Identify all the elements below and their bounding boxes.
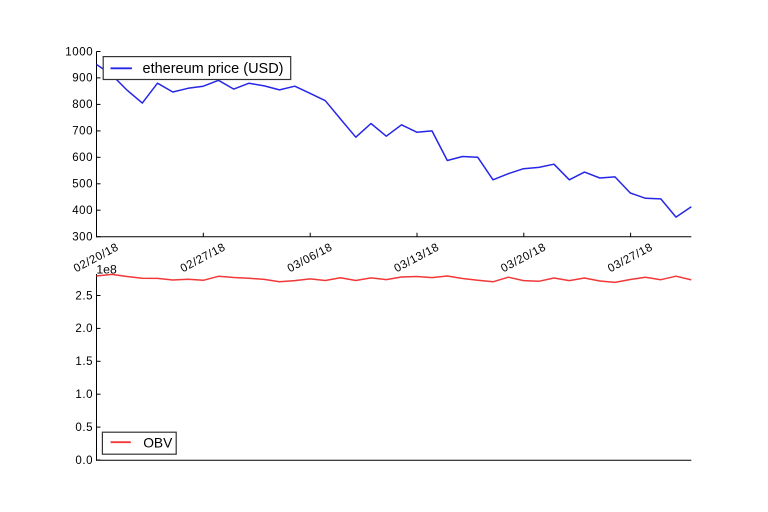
svg-text:400: 400 [72, 205, 93, 217]
svg-text:1e8: 1e8 [96, 262, 117, 276]
svg-text:0.0: 0.0 [75, 455, 93, 467]
svg-text:600: 600 [72, 152, 93, 164]
svg-text:500: 500 [72, 179, 93, 191]
svg-text:300: 300 [72, 232, 93, 244]
svg-text:0.5: 0.5 [75, 422, 93, 434]
svg-text:2.5: 2.5 [75, 290, 93, 302]
svg-text:1000: 1000 [65, 46, 93, 58]
svg-text:OBV: OBV [143, 435, 173, 450]
svg-text:1.5: 1.5 [75, 356, 93, 368]
svg-text:800: 800 [72, 99, 93, 111]
svg-text:ethereum price (USD): ethereum price (USD) [143, 61, 284, 77]
svg-text:900: 900 [72, 73, 93, 85]
svg-text:700: 700 [72, 126, 93, 138]
svg-text:1.0: 1.0 [75, 389, 93, 401]
svg-text:2.0: 2.0 [75, 323, 93, 335]
